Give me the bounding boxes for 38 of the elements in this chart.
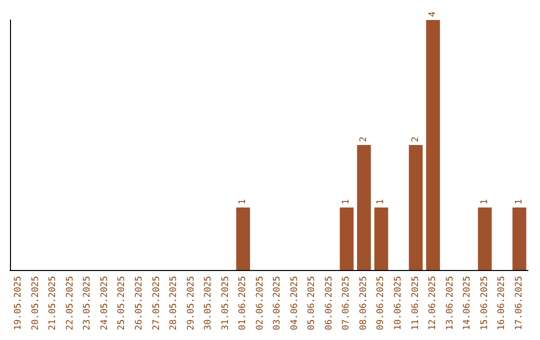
x-tick-label: 15.06.2025 <box>480 276 490 330</box>
x-tick-label: 02.06.2025 <box>255 276 266 330</box>
x-tick-label: 08.06.2025 <box>358 276 369 330</box>
x-tick-label: 21.05.2025 <box>48 276 58 330</box>
data-label: 4 <box>428 12 438 17</box>
x-tick-label: 29.05.2025 <box>186 276 196 330</box>
x-tick-label: 31.05.2025 <box>220 276 231 330</box>
x-tick-label: 11.06.2025 <box>410 276 421 330</box>
x-tick-label: 30.05.2025 <box>204 276 214 330</box>
x-tick-label: 04.06.2025 <box>290 276 300 330</box>
x-tick-label: 17.06.2025 <box>514 276 524 330</box>
x-tick-label: 13.06.2025 <box>445 276 456 330</box>
x-tick-label: 12.06.2025 <box>428 276 438 330</box>
x-tick-label: 22.05.2025 <box>65 276 76 330</box>
x-tick-label: 09.06.2025 <box>376 276 386 330</box>
x-tick-label: 03.06.2025 <box>272 276 283 330</box>
x-tick-label: 26.05.2025 <box>134 276 144 330</box>
x-tick-label: 25.05.2025 <box>117 276 128 330</box>
data-label: 2 <box>410 136 421 142</box>
data-label: 1 <box>480 199 490 204</box>
x-tick-label: 20.05.2025 <box>30 276 41 330</box>
x-tick-label: 19.05.2025 <box>14 276 24 330</box>
data-label: 1 <box>376 199 386 204</box>
x-tick-label: 27.05.2025 <box>152 276 162 330</box>
x-tick-label: 05.06.2025 <box>307 276 318 330</box>
data-label: 2 <box>358 136 369 142</box>
x-tick-label: 10.06.2025 <box>394 276 404 330</box>
x-tick-label: 06.06.2025 <box>324 276 334 330</box>
data-label: 1 <box>514 199 524 204</box>
data-label: 1 <box>342 199 352 204</box>
x-tick-label: 16.06.2025 <box>497 276 508 330</box>
x-tick-label: 14.06.2025 <box>462 276 473 330</box>
x-tick-label: 01.06.2025 <box>238 276 248 330</box>
x-tick-label: 28.05.2025 <box>169 276 180 330</box>
x-tick-label: 23.05.2025 <box>82 276 93 330</box>
x-tick-label: 24.05.2025 <box>100 276 110 330</box>
x-tick-label: 07.06.2025 <box>342 276 352 330</box>
data-label: 1 <box>238 199 248 204</box>
